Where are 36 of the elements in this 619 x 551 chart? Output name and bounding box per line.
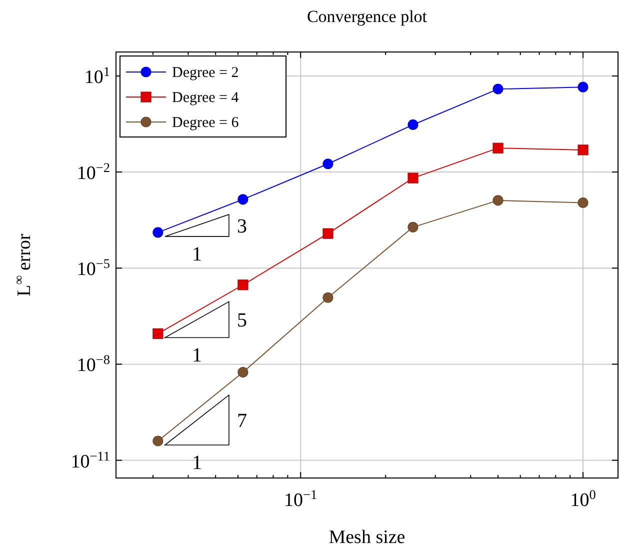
point xyxy=(322,292,334,303)
point xyxy=(322,228,334,239)
point xyxy=(578,144,588,156)
x-axis-title: Mesh size xyxy=(328,527,406,548)
annotation: 1 xyxy=(192,344,202,367)
point xyxy=(408,119,418,130)
x-tick-label: 10$^{−1}$ xyxy=(284,486,318,511)
point xyxy=(152,328,164,339)
point xyxy=(578,82,588,92)
annotation: 1 xyxy=(192,243,202,266)
point xyxy=(152,436,164,446)
annotation: 5 xyxy=(236,310,247,332)
legend-label: Degree = 4 xyxy=(172,90,240,106)
point xyxy=(238,366,248,378)
legend-label: Degree = 2 xyxy=(172,65,239,81)
point xyxy=(408,222,418,232)
point xyxy=(238,194,248,205)
point xyxy=(578,197,588,208)
x-tick-label: 10$^{0}$ xyxy=(570,486,596,511)
point xyxy=(322,158,334,170)
point xyxy=(492,142,504,154)
y-tick-label: 10$^{−11}$ xyxy=(70,448,110,472)
point xyxy=(408,172,418,184)
annotation: 3 xyxy=(236,215,247,238)
annotation: 1 xyxy=(192,452,202,474)
chart-title: Convergence plot xyxy=(306,7,428,26)
annotation: 7 xyxy=(236,410,247,432)
legend-label: Degree = 6 xyxy=(172,115,240,131)
point xyxy=(492,195,504,206)
y-tick-label: 10$^{1}$ xyxy=(84,63,110,88)
y-tick-label: 10$^{−5}$ xyxy=(76,256,110,280)
point xyxy=(492,84,504,94)
point xyxy=(152,227,164,238)
point xyxy=(238,280,248,290)
y-tick-label: 10$^{−2}$ xyxy=(76,160,110,184)
y-tick-label: 10$^{−8}$ xyxy=(76,352,110,376)
